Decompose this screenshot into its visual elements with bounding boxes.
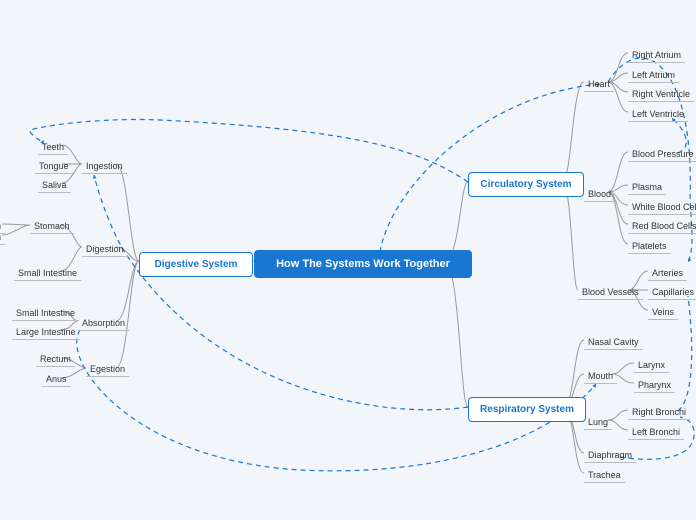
node-rb: Right Bronchi (628, 405, 690, 420)
node-stomach: Stomach (30, 219, 74, 234)
node-heart: Heart (584, 77, 614, 92)
node-digestion: Digestion (82, 242, 128, 257)
node-wbc: White Blood Cells (628, 200, 696, 215)
node-rbc: Red Blood Cells (628, 219, 696, 234)
node-platelets: Platelets (628, 239, 671, 254)
node-absorption: Absorption (78, 316, 129, 331)
node-plasma: Plasma (628, 180, 666, 195)
system-digestive[interactable]: Digestive System (139, 252, 253, 277)
node-lv: Left Ventricle (628, 107, 688, 122)
node-saliva: Saliva (38, 178, 71, 193)
node-rv: Right Ventricle (628, 87, 694, 102)
system-circulatory[interactable]: Circulatory System (468, 172, 584, 197)
node-egestion: Egestion (86, 362, 129, 377)
node-arteries: Arteries (648, 266, 687, 281)
node-rectum: Rectum (36, 352, 75, 367)
root-node: How The Systems Work Together (254, 250, 472, 278)
node-mouth: Mouth (584, 369, 617, 384)
node-capillaries: Capillaries (648, 285, 696, 300)
node-teeth: Teeth (38, 140, 68, 155)
node-ingestion: Ingestion (82, 159, 127, 174)
node-larynx: Larynx (634, 358, 669, 373)
system-respiratory[interactable]: Respiratory System (468, 397, 586, 422)
node-bv: Blood Vessels (578, 285, 643, 300)
node-nasal: Nasal Cavity (584, 335, 643, 350)
node-pharynx: Pharynx (634, 378, 675, 393)
node-bp: Blood Pressure (628, 147, 696, 162)
node-blood: Blood (584, 187, 615, 202)
node-stomach-sub: n (0, 230, 5, 245)
node-tongue: Tongue (35, 159, 73, 174)
node-lb: Left Bronchi (628, 425, 684, 440)
node-si1: Small Intestine (14, 266, 81, 281)
node-veins: Veins (648, 305, 678, 320)
node-la: Left Atrium (628, 68, 679, 83)
node-si2: Small Intestine (12, 306, 79, 321)
node-ra: Right Atrium (628, 48, 685, 63)
node-trachea: Trachea (584, 468, 625, 483)
node-diaphragm: Diaphragm (584, 448, 636, 463)
node-anus: Anus (42, 372, 71, 387)
node-lung: Lung (584, 415, 612, 430)
node-li: Large Intestine (12, 325, 80, 340)
